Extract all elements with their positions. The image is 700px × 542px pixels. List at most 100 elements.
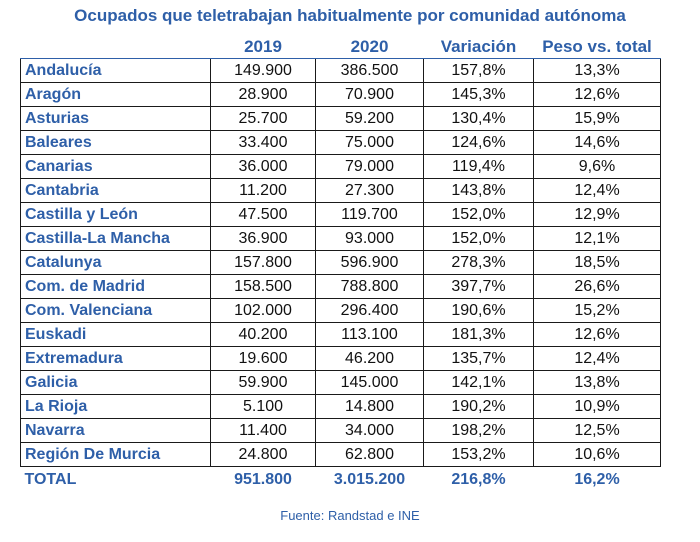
table-row: Andalucía 149.900 386.500 157,8% 13,3% bbox=[20, 58, 661, 83]
region-cell: Extremadura bbox=[20, 346, 211, 371]
variacion-cell: 152,0% bbox=[423, 202, 534, 227]
variacion-cell: 124,6% bbox=[423, 130, 534, 155]
value-2020-cell: 113.100 bbox=[315, 322, 424, 347]
table-row: Baleares 33.400 75.000 124,6% 14,6% bbox=[20, 130, 661, 155]
table-row: Canarias 36.000 79.000 119,4% 9,6% bbox=[20, 154, 661, 179]
variacion-cell: 143,8% bbox=[423, 178, 534, 203]
region-cell: Región De Murcia bbox=[20, 442, 211, 467]
value-2019-cell: 36.000 bbox=[210, 154, 316, 179]
total-variacion-cell: 216,8% bbox=[451, 471, 506, 488]
table-title: Ocupados que teletrabajan habitualmente … bbox=[74, 6, 626, 25]
header-2019: 2019 bbox=[210, 36, 316, 59]
peso-cell: 12,6% bbox=[533, 82, 661, 107]
value-2019-cell: 5.100 bbox=[210, 394, 316, 419]
region-cell: Com. de Madrid bbox=[20, 274, 211, 299]
table-row: Com. Valenciana 102.000 296.400 190,6% 15,2% bbox=[20, 298, 661, 323]
table-row: Galicia 59.900 145.000 142,1% 13,8% bbox=[20, 370, 661, 395]
table-row: La Rioja 5.100 14.800 190,2% 10,9% bbox=[20, 394, 661, 419]
variacion-cell: 190,2% bbox=[423, 394, 534, 419]
table-row: Cantabria 11.200 27.300 143,8% 12,4% bbox=[20, 178, 661, 203]
table-body: Andalucía 149.900 386.500 157,8% 13,3% Aragón… bbox=[20, 58, 661, 494]
peso-cell: 13,8% bbox=[533, 370, 661, 395]
value-2020-cell: 296.400 bbox=[315, 298, 424, 323]
region-cell: Castilla y León bbox=[20, 202, 211, 227]
variacion-cell: 397,7% bbox=[423, 274, 534, 299]
region-cell: Catalunya bbox=[20, 250, 211, 275]
value-2019-cell: 47.500 bbox=[210, 202, 316, 227]
region-cell: Aragón bbox=[20, 82, 211, 107]
value-2020-cell: 62.800 bbox=[315, 442, 424, 467]
variacion-cell: 142,1% bbox=[423, 370, 534, 395]
variacion-cell: 130,4% bbox=[423, 106, 534, 131]
value-2019-cell: 19.600 bbox=[210, 346, 316, 371]
value-2019-cell: 59.900 bbox=[210, 370, 316, 395]
variacion-cell: 153,2% bbox=[423, 442, 534, 467]
header-variacion: Variación bbox=[423, 36, 534, 59]
peso-cell: 13,3% bbox=[533, 58, 661, 83]
variacion-cell: 145,3% bbox=[423, 82, 534, 107]
header-2020: 2020 bbox=[315, 36, 424, 59]
total-region-cell: TOTAL bbox=[24, 471, 77, 488]
value-2019-cell: 158.500 bbox=[210, 274, 316, 299]
total-value-2019-cell: 951.800 bbox=[234, 471, 292, 488]
value-2020-cell: 93.000 bbox=[315, 226, 424, 251]
value-2019-cell: 36.900 bbox=[210, 226, 316, 251]
region-cell: Baleares bbox=[20, 130, 211, 155]
table-row: Extremadura 19.600 46.200 135,7% 12,4% bbox=[20, 346, 661, 371]
peso-cell: 12,6% bbox=[533, 322, 661, 347]
region-cell: Andalucía bbox=[20, 58, 211, 83]
variacion-cell: 190,6% bbox=[423, 298, 534, 323]
variacion-cell: 152,0% bbox=[423, 226, 534, 251]
value-2020-cell: 596.900 bbox=[315, 250, 424, 275]
variacion-cell: 119,4% bbox=[423, 154, 534, 179]
peso-cell: 10,9% bbox=[533, 394, 661, 419]
header-row: 2019 2020 Variación Peso vs. total bbox=[20, 36, 661, 59]
value-2020-cell: 34.000 bbox=[315, 418, 424, 443]
peso-cell: 14,6% bbox=[533, 130, 661, 155]
region-cell: Cantabria bbox=[20, 178, 211, 203]
value-2020-cell: 70.900 bbox=[315, 82, 424, 107]
value-2020-cell: 119.700 bbox=[315, 202, 424, 227]
value-2020-cell: 14.800 bbox=[315, 394, 424, 419]
value-2019-cell: 40.200 bbox=[210, 322, 316, 347]
region-cell: Canarias bbox=[20, 154, 211, 179]
variacion-cell: 198,2% bbox=[423, 418, 534, 443]
value-2019-cell: 11.400 bbox=[210, 418, 316, 443]
table-row: Com. de Madrid 158.500 788.800 397,7% 26,6% bbox=[20, 274, 661, 299]
value-2020-cell: 59.200 bbox=[315, 106, 424, 131]
peso-cell: 12,9% bbox=[533, 202, 661, 227]
region-cell: Navarra bbox=[20, 418, 211, 443]
table-row: Euskadi 40.200 113.100 181,3% 12,6% bbox=[20, 322, 661, 347]
table-row: Aragón 28.900 70.900 145,3% 12,6% bbox=[20, 82, 661, 107]
total-value-2020-cell: 3.015.200 bbox=[333, 471, 406, 488]
peso-cell: 18,5% bbox=[533, 250, 661, 275]
peso-cell: 10,6% bbox=[533, 442, 661, 467]
region-cell: Euskadi bbox=[20, 322, 211, 347]
peso-cell: 12,4% bbox=[533, 178, 661, 203]
table-row: Navarra 11.400 34.000 198,2% 12,5% bbox=[20, 418, 661, 443]
telework-table: 2019 2020 Variación Peso vs. total Andal… bbox=[20, 36, 661, 493]
value-2019-cell: 11.200 bbox=[210, 178, 316, 203]
region-cell: Com. Valenciana bbox=[20, 298, 211, 323]
value-2019-cell: 102.000 bbox=[210, 298, 316, 323]
region-cell: La Rioja bbox=[20, 394, 211, 419]
variacion-cell: 157,8% bbox=[423, 58, 534, 83]
source-note: Fuente: Randstad e INE bbox=[280, 508, 420, 523]
value-2019-cell: 149.900 bbox=[210, 58, 316, 83]
value-2019-cell: 28.900 bbox=[210, 82, 316, 107]
value-2020-cell: 46.200 bbox=[315, 346, 424, 371]
value-2020-cell: 79.000 bbox=[315, 154, 424, 179]
peso-cell: 9,6% bbox=[533, 154, 661, 179]
value-2020-cell: 386.500 bbox=[315, 58, 424, 83]
peso-cell: 12,5% bbox=[533, 418, 661, 443]
value-2019-cell: 25.700 bbox=[210, 106, 316, 131]
peso-cell: 12,1% bbox=[533, 226, 661, 251]
region-cell: Castilla-La Mancha bbox=[20, 226, 211, 251]
value-2019-cell: 24.800 bbox=[210, 442, 316, 467]
table-row: Castilla y León 47.500 119.700 152,0% 12,9% bbox=[20, 202, 661, 227]
table-row: Región De Murcia 24.800 62.800 153,2% 10,6% bbox=[20, 442, 661, 467]
table-row: Catalunya 157.800 596.900 278,3% 18,5% bbox=[20, 250, 661, 275]
peso-cell: 12,4% bbox=[533, 346, 661, 371]
variacion-cell: 181,3% bbox=[423, 322, 534, 347]
variacion-cell: 278,3% bbox=[423, 250, 534, 275]
